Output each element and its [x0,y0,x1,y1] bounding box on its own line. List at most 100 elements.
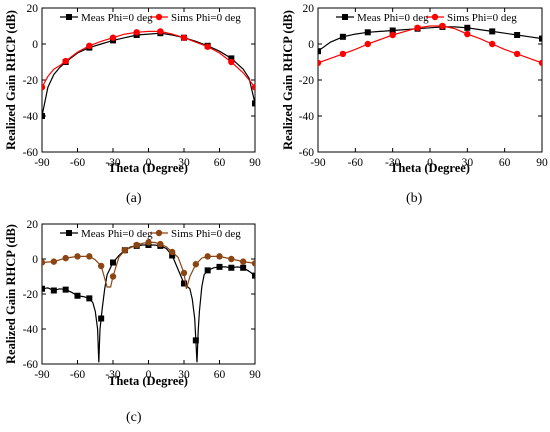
x-axis-label: Theta (Degree) [108,161,188,175]
y-tick-label: 20 [27,3,39,15]
x-axis-label: Theta (Degree) [108,374,188,388]
x-tick-label: 60 [214,157,226,169]
data-point [62,286,69,293]
data-point [86,295,93,302]
data-point [240,264,247,271]
x-tick-label: 0 [146,369,152,381]
x-tick-label: 30 [178,369,190,381]
data-point [121,247,129,254]
y-tick-label: 0 [32,254,38,266]
data-point [98,315,105,322]
data-point [513,50,521,58]
data-point [216,263,223,270]
data-point [228,58,235,66]
data-point [439,22,446,30]
data-point [97,262,105,270]
x-tick-label: 60 [214,369,226,381]
data-point [50,258,58,265]
data-point [364,40,371,48]
x-tick-label: -30 [385,157,401,169]
data-point [489,28,496,35]
series-sims [42,28,255,91]
x-tick-label: 0 [146,157,152,169]
data-point [239,258,247,265]
data-point [228,255,235,263]
x-tick-label: 30 [178,157,190,169]
y-axis-label: Realized Gain RHCP (dB) [4,224,18,364]
legend: Meas Phi=0 deg Sims Phi=0 deg [60,228,241,240]
data-point [252,272,255,279]
data-point [169,252,176,259]
data-point [42,285,45,292]
y-tick-label: -20 [299,75,315,87]
legend-label: Sims Phi=0 deg [171,228,241,240]
y-tick-label: -20 [23,75,39,87]
panel-label-a: (a) [126,191,142,206]
y-tick-label: 20 [303,3,315,15]
data-point [489,40,496,48]
data-point [86,253,93,260]
data-point [181,280,187,287]
x-tick-label: 30 [462,157,474,169]
data-point [157,240,164,248]
data-point [74,253,81,260]
y-tick-label: -40 [299,111,315,123]
data-point [204,267,211,274]
data-point [42,84,46,91]
x-tick-label: -90 [310,157,326,169]
y-axis-label: Realized Gain RHCP (dB) [281,10,295,150]
data-point [464,30,471,38]
data-point [364,29,371,36]
data-point [228,55,235,62]
y-tick-label: 0 [32,39,38,51]
x-tick-label: -60 [70,157,86,169]
data-point [74,292,81,299]
y-tick-label: -20 [23,289,39,301]
data-point [110,259,116,266]
legend-marker [155,13,163,21]
data-point [42,113,45,119]
data-point [62,57,69,65]
legend-marker [155,229,163,237]
data-point [318,48,321,55]
x-tick-label: 60 [499,157,511,169]
x-tick-label: -60 [348,157,364,169]
data-point [204,253,211,260]
data-point [192,337,199,344]
series-line [42,244,255,363]
data-point [180,269,188,277]
series-line [42,30,255,88]
y-tick-label: -40 [23,111,39,123]
y-tick-label: -60 [299,147,315,159]
panel-label-b: (b) [406,191,423,206]
data-point [389,31,396,39]
series-line [318,26,542,52]
y-tick-label: -40 [23,324,39,336]
data-point [145,239,152,246]
data-point [86,42,93,49]
data-point [252,100,255,107]
series-line [318,25,542,64]
data-point [133,29,140,36]
data-point [339,33,346,40]
legend-label: Sims Phi=0 deg [447,12,517,24]
series-meas [318,23,542,55]
data-point [204,43,211,50]
data-point [109,273,117,280]
data-point [192,261,200,268]
series-line [42,32,255,117]
data-point [514,32,521,38]
y-tick-label: -60 [23,359,39,371]
data-point [180,34,188,41]
legend-label: Sims Phi=0 deg [171,12,241,24]
data-point [318,59,322,67]
data-point [251,260,255,267]
y-tick-label: 20 [27,219,39,231]
legend-label: Meas Phi=0 deg [81,228,153,240]
legend-marker [66,230,72,236]
data-point [50,287,57,294]
x-tick-label: -30 [105,157,121,169]
